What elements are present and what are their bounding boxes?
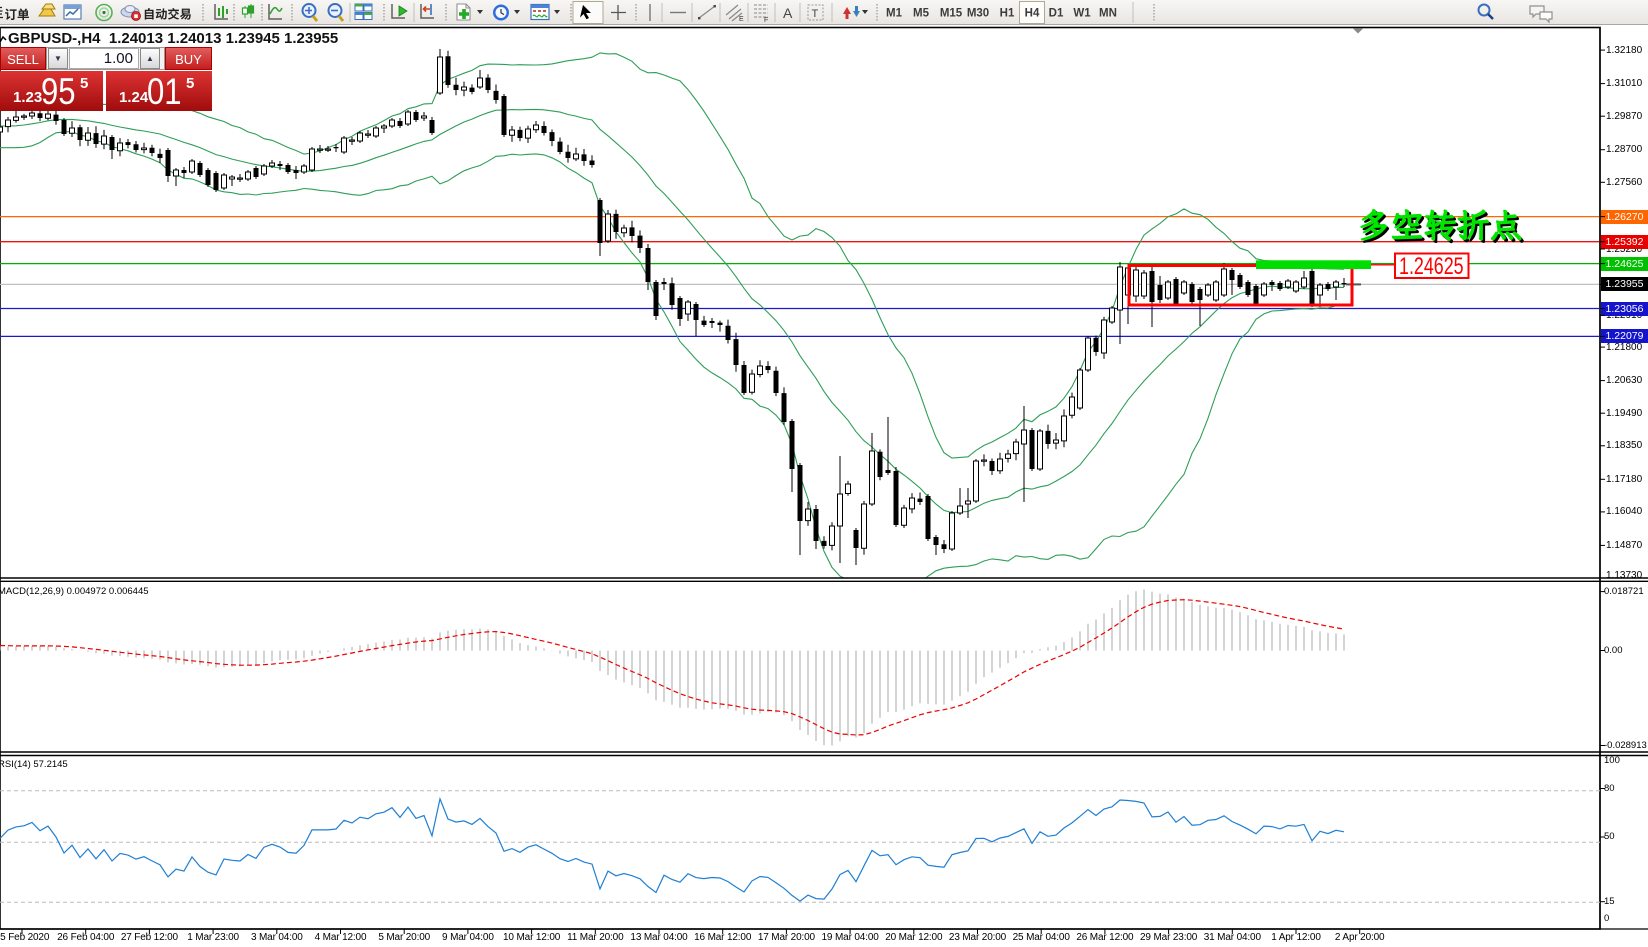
svg-text:M5: M5: [913, 8, 930, 20]
svg-text:F: F: [764, 17, 768, 24]
svg-text:H4: H4: [1025, 8, 1040, 20]
svg-text:A: A: [783, 5, 793, 21]
svg-text:H1: H1: [1000, 8, 1015, 20]
svg-text:M1: M1: [886, 8, 903, 20]
svg-text:E: E: [739, 16, 744, 23]
svg-text:T: T: [812, 8, 819, 20]
svg-text:M30: M30: [967, 8, 989, 20]
svg-text:M15: M15: [940, 8, 963, 20]
svg-text:W1: W1: [1073, 8, 1091, 20]
svg-text:1.24625: 1.24625: [1399, 252, 1464, 279]
svg-text:D1: D1: [1049, 8, 1064, 20]
svg-text:MN: MN: [1099, 8, 1117, 20]
